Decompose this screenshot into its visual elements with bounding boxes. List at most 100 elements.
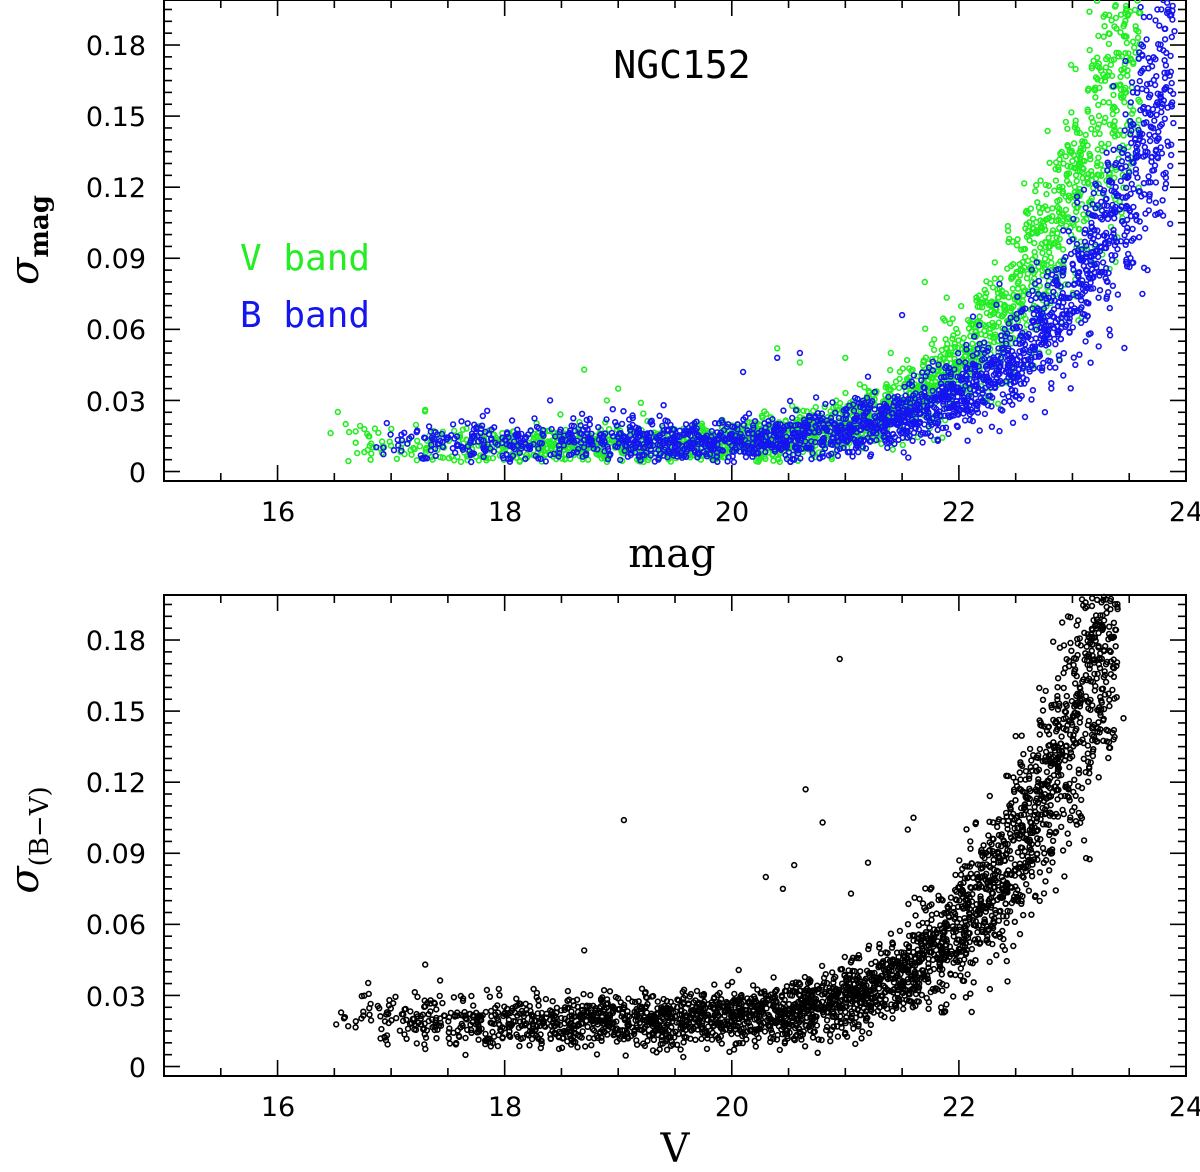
data-point-b-band: [1143, 36, 1150, 43]
data-point-b-band: [1110, 146, 1117, 154]
data-point-b-band: [1162, 62, 1170, 69]
data-point-b-band: [1067, 250, 1075, 258]
data-point-v-band: [1071, 124, 1079, 131]
data-point-v-band: [457, 458, 465, 466]
data-point-b-band: [421, 434, 428, 441]
data-point-v-band: [885, 386, 893, 393]
data-point-v-band: [989, 310, 997, 318]
data-point-v-band: [1093, 0, 1101, 4]
data-point-b-band: [609, 406, 616, 413]
data-point-v-band: [960, 334, 967, 342]
data-point-v-band: [782, 417, 789, 424]
data-point-b-band: [1156, 22, 1163, 29]
data-point-v-band: [1088, 177, 1096, 184]
data-point-b-band: [682, 421, 690, 428]
data-point-v-band: [1105, 68, 1113, 76]
data-point-b-band: [859, 443, 866, 450]
data-point-b-band: [1099, 259, 1107, 266]
data-point-b-band: [1050, 288, 1057, 295]
data-point-v-band: [991, 275, 999, 282]
data-point-v-band: [1105, 30, 1113, 37]
data-point-v-band: [1108, 17, 1115, 24]
data-point-v-band: [1086, 46, 1093, 54]
data-point-b-band: [1040, 359, 1047, 367]
data-point-b-band: [960, 410, 967, 417]
data-point-v-band: [1120, 184, 1127, 191]
data-point-v-band: [997, 275, 1004, 282]
data-point-v-band: [1056, 235, 1063, 243]
data-point-b-band: [464, 420, 471, 427]
data-point-v-band: [1064, 125, 1071, 132]
data-point-b-band: [934, 426, 941, 434]
data-point-b-band: [972, 391, 979, 398]
data-point-v-band: [982, 293, 989, 300]
data-point-b-v: [1039, 707, 1047, 714]
data-point-v-band: [758, 412, 766, 420]
data-point-v-band: [1046, 159, 1053, 167]
data-point-b-band: [1030, 317, 1037, 325]
data-point-v-band: [947, 344, 955, 352]
data-point-v-band: [978, 304, 986, 311]
data-point-b-v: [1022, 880, 1030, 888]
data-point-b-band: [954, 423, 961, 430]
data-point-v-band: [1045, 182, 1053, 190]
data-point-v-band: [1092, 74, 1100, 81]
data-point-b-band: [829, 399, 836, 406]
data-point-b-v: [943, 1001, 950, 1008]
data-point-b-band: [976, 427, 983, 434]
data-point-v-band: [973, 297, 980, 304]
data-point-b-band: [934, 436, 941, 443]
data-point-v-band: [640, 410, 647, 417]
data-point-b-band: [935, 387, 943, 394]
data-point-v-band: [1021, 253, 1029, 261]
data-point-b-band: [383, 419, 390, 427]
data-point-b-band: [901, 383, 908, 390]
data-point-v-band: [1072, 65, 1079, 73]
data-point-b-band: [1024, 361, 1031, 368]
data-point-b-band: [1076, 351, 1083, 358]
data-point-v-band: [352, 439, 359, 446]
data-point-b-band: [995, 345, 1002, 352]
data-point-v-band: [371, 425, 379, 432]
y-tick-label: 0.06: [86, 315, 146, 346]
data-point-v-band: [1120, 33, 1128, 40]
y-tick-label: 0.12: [86, 173, 146, 204]
data-point-b-band: [656, 412, 663, 419]
data-point-b-band: [905, 454, 912, 461]
data-point-v-band: [921, 325, 929, 332]
data-point-b-band: [1082, 226, 1089, 233]
data-point-b-band: [940, 373, 947, 381]
data-point-v-band: [753, 457, 760, 465]
data-point-b-band: [451, 435, 458, 442]
data-point-v-band: [1131, 6, 1139, 14]
legend-b-band: B band: [240, 295, 370, 336]
data-point-v-band: [1039, 249, 1046, 257]
data-point-v-band: [1095, 60, 1103, 67]
y-axis-symbol: σ: [2, 256, 48, 285]
data-point-v-band: [1132, 49, 1139, 56]
data-point-v-band: [698, 422, 705, 430]
data-point-b-band: [1146, 131, 1153, 139]
data-point-b-band: [1109, 201, 1116, 209]
data-point-v-band: [1136, 98, 1143, 105]
data-point-v-band: [1055, 166, 1062, 174]
data-point-v-band: [800, 407, 807, 414]
data-point-v-band: [378, 438, 386, 445]
data-point-b-band: [834, 452, 842, 459]
data-point-v-band: [412, 421, 420, 429]
data-point-v-band: [1062, 118, 1070, 126]
data-point-v-band: [368, 450, 375, 457]
data-point-b-band: [390, 447, 398, 454]
data-point-v-band: [614, 385, 622, 392]
data-point-b-band: [1154, 154, 1162, 162]
data-point-v-band: [1045, 249, 1053, 256]
data-point-b-band: [1166, 72, 1173, 79]
data-point-v-band: [414, 437, 421, 444]
data-point-v-band: [1135, 116, 1142, 124]
data-point-b-v: [496, 992, 503, 999]
data-point-b-band: [1028, 396, 1035, 403]
data-point-b-band: [620, 408, 627, 415]
data-point-v-band: [1132, 26, 1140, 34]
data-point-b-band: [1087, 359, 1094, 366]
data-point-v-band: [1068, 109, 1075, 116]
